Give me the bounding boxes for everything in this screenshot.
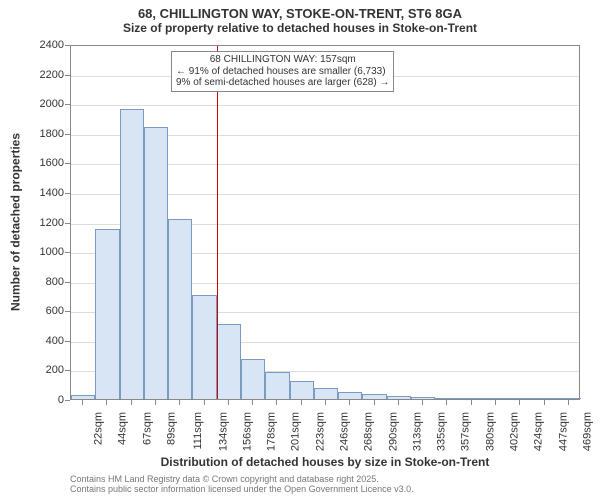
x-tick-label: 156sqm <box>241 412 253 451</box>
x-tick <box>301 400 302 405</box>
x-tick <box>519 400 520 405</box>
x-tick <box>131 400 132 405</box>
y-tick-label: 600 <box>46 305 70 317</box>
x-tick-label: 380sqm <box>484 412 496 451</box>
histogram-bar <box>120 109 144 399</box>
x-tick-label: 111sqm <box>192 412 204 450</box>
histogram-bar <box>314 388 338 399</box>
histogram-bar <box>265 372 289 399</box>
y-tick-label: 1400 <box>40 187 70 199</box>
x-tick <box>471 400 472 405</box>
x-tick <box>544 400 545 405</box>
histogram-bar <box>217 324 241 399</box>
x-tick-label: 22sqm <box>93 412 105 445</box>
x-tick-label: 335sqm <box>436 412 448 451</box>
histogram-bar <box>532 398 556 399</box>
footnote-line: Contains HM Land Registry data © Crown c… <box>70 474 600 484</box>
x-tick-label: 134sqm <box>217 412 229 451</box>
x-tick-label: 290sqm <box>387 412 399 451</box>
histogram-bar <box>71 395 95 399</box>
y-tick-label: 400 <box>46 335 70 347</box>
x-tick <box>446 400 447 405</box>
x-tick <box>179 400 180 405</box>
histogram-bar <box>338 392 362 399</box>
histogram-bar <box>144 127 168 399</box>
x-tick-label: 357sqm <box>460 412 472 451</box>
x-tick <box>495 400 496 405</box>
x-tick <box>276 400 277 405</box>
y-tick-label: 1000 <box>40 246 70 258</box>
histogram-bar <box>192 295 216 399</box>
x-tick <box>568 400 569 405</box>
x-tick <box>228 400 229 405</box>
histogram-bar <box>435 398 459 399</box>
y-tick-label: 800 <box>46 276 70 288</box>
histogram-bar <box>460 398 484 399</box>
x-tick-label: 268sqm <box>363 412 375 451</box>
histogram-bar <box>387 396 411 399</box>
y-tick-label: 2200 <box>40 69 70 81</box>
x-tick <box>398 400 399 405</box>
histogram-bar <box>168 219 192 399</box>
annotation-box: 68 CHILLINGTON WAY: 157sqm← 91% of detac… <box>171 51 394 92</box>
x-tick-label: 178sqm <box>266 412 278 451</box>
plot-area: 68 CHILLINGTON WAY: 157sqm← 91% of detac… <box>70 45 580 400</box>
chart-title: 68, CHILLINGTON WAY, STOKE-ON-TRENT, ST6… <box>0 0 600 21</box>
y-tick-label: 1200 <box>40 217 70 229</box>
x-tick-label: 424sqm <box>533 412 545 451</box>
x-tick-label: 246sqm <box>339 412 351 451</box>
chart-subtitle: Size of property relative to detached ho… <box>0 21 600 35</box>
x-tick-label: 313sqm <box>411 412 423 451</box>
footnote: Contains HM Land Registry data © Crown c… <box>70 474 600 494</box>
histogram-bar <box>411 397 435 399</box>
y-gridline <box>71 105 579 106</box>
x-tick-label: 223sqm <box>314 412 326 451</box>
annotation-line: 68 CHILLINGTON WAY: 157sqm <box>176 54 389 66</box>
x-tick <box>422 400 423 405</box>
y-axis-title: Number of detached properties <box>8 44 22 399</box>
y-tick-label: 0 <box>58 394 70 406</box>
annotation-line: ← 91% of detached houses are smaller (6,… <box>176 66 389 78</box>
histogram-bar <box>508 398 532 399</box>
marker-line <box>217 46 218 399</box>
y-tick-label: 2400 <box>40 39 70 51</box>
x-tick-label: 447sqm <box>557 412 569 451</box>
y-tick-label: 1800 <box>40 128 70 140</box>
x-tick-label: 469sqm <box>581 412 593 451</box>
y-tick-label: 2000 <box>40 98 70 110</box>
x-tick <box>82 400 83 405</box>
x-tick-label: 201sqm <box>290 412 302 451</box>
histogram-bar <box>290 381 314 399</box>
x-tick <box>325 400 326 405</box>
histogram-bar <box>95 229 119 399</box>
plot-inner: 68 CHILLINGTON WAY: 157sqm← 91% of detac… <box>70 45 580 400</box>
x-tick-label: 67sqm <box>141 412 153 445</box>
histogram-bar <box>241 359 265 399</box>
footnote-line: Contains public sector information licen… <box>70 484 600 494</box>
x-tick <box>349 400 350 405</box>
x-tick <box>252 400 253 405</box>
x-tick <box>374 400 375 405</box>
x-tick <box>204 400 205 405</box>
x-tick <box>106 400 107 405</box>
histogram-bar <box>362 394 386 399</box>
x-tick-label: 44sqm <box>117 412 129 445</box>
x-tick-label: 89sqm <box>166 412 178 445</box>
y-tick-label: 1600 <box>40 157 70 169</box>
x-axis-title: Distribution of detached houses by size … <box>70 455 580 469</box>
histogram-bar <box>557 398 581 399</box>
x-tick <box>155 400 156 405</box>
y-tick-label: 200 <box>46 364 70 376</box>
chart-container: { "title": "68, CHILLINGTON WAY, STOKE-O… <box>0 0 600 500</box>
histogram-bar <box>484 398 508 399</box>
x-tick-label: 402sqm <box>509 412 521 451</box>
annotation-line: 9% of semi-detached houses are larger (6… <box>176 77 389 89</box>
